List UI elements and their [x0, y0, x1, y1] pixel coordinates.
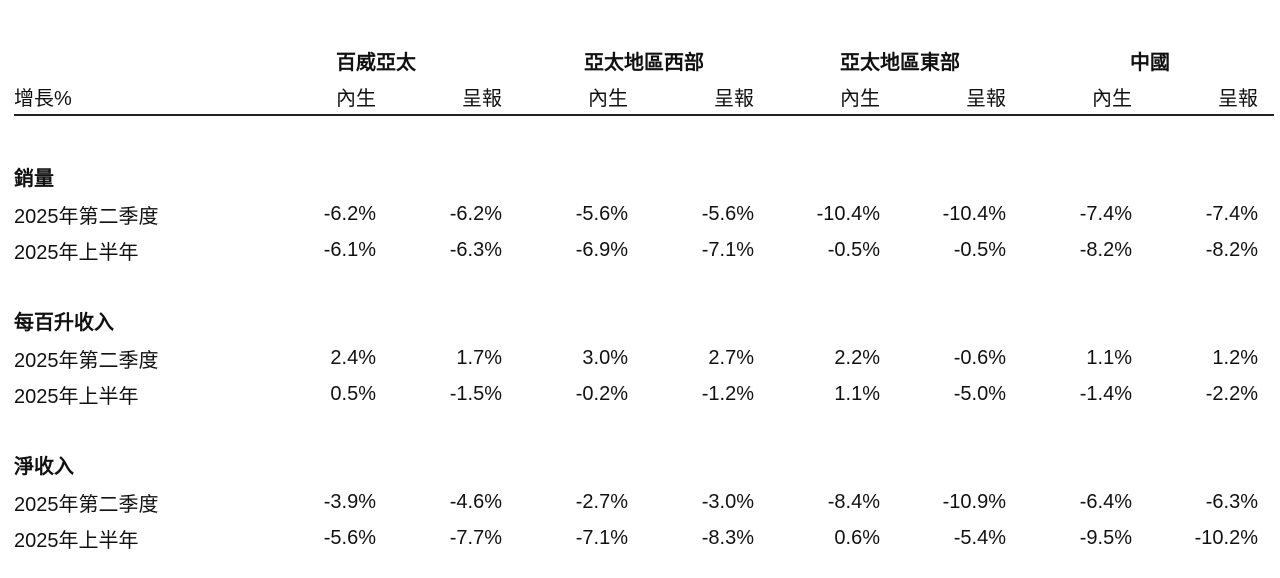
table-row: 2025年第二季度 -6.2% -6.2% -5.6% -5.6% -10.4%… [14, 196, 1274, 232]
table-cell: -0.6% [953, 346, 1006, 369]
table-cell: -10.2% [1194, 526, 1258, 549]
table-row: 2025年上半年 -5.6% -7.7% -7.1% -8.3% 0.6% -5… [14, 520, 1274, 556]
table-cell: -7.7% [449, 526, 502, 549]
table-cell: -7.4% [1079, 202, 1132, 225]
sub-header-row: 增長% 內生 呈報 內生 呈報 內生 呈報 內生 呈報 [14, 79, 1274, 113]
table-cell: 2.2% [834, 346, 880, 369]
table-cell: -0.2% [575, 382, 628, 405]
table-cell: -6.3% [1205, 490, 1258, 513]
row-label-header: 增長% [14, 87, 72, 110]
group-header-row: 百威亞太 亞太地區西部 亞太地區東部 中國 [14, 44, 1274, 76]
section-title-volume: 銷量 [14, 167, 54, 190]
table-cell: -3.0% [701, 490, 754, 513]
table-cell: 3.0% [582, 346, 628, 369]
table-cell: 1.1% [834, 382, 880, 405]
subheader-organic: 內生 [336, 87, 376, 110]
table-cell: -6.2% [449, 202, 502, 225]
table-cell: -5.6% [575, 202, 628, 225]
table-row: 2025年上半年 -6.1% -6.3% -6.9% -7.1% -0.5% -… [14, 232, 1274, 268]
table-cell: -6.9% [575, 238, 628, 261]
table-cell: -10.4% [816, 202, 880, 225]
table-cell: -8.2% [1205, 238, 1258, 261]
table-cell: -5.6% [323, 526, 376, 549]
table-cell: -10.4% [942, 202, 1006, 225]
table-cell: -5.4% [953, 526, 1006, 549]
table-cell: -6.3% [449, 238, 502, 261]
table-cell: -6.1% [323, 238, 376, 261]
table-cell: -0.5% [953, 238, 1006, 261]
row-label: 2025年上半年 [14, 385, 139, 408]
row-label: 2025年第二季度 [14, 349, 159, 372]
table-row: 2025年第二季度 -3.9% -4.6% -2.7% -3.0% -8.4% … [14, 484, 1274, 520]
group-title-apac-east: 亞太地區東部 [840, 51, 960, 74]
table-cell: -2.7% [575, 490, 628, 513]
table-cell: -6.4% [1079, 490, 1132, 513]
table-cell: 1.7% [456, 346, 502, 369]
table-cell: 2.7% [708, 346, 754, 369]
row-label: 2025年第二季度 [14, 493, 159, 516]
section-title-revenue-per-hl: 每百升收入 [14, 311, 114, 334]
table-cell: -3.9% [323, 490, 376, 513]
row-label: 2025年上半年 [14, 241, 139, 264]
group-title-apac-west: 亞太地區西部 [584, 51, 704, 74]
table-cell: -8.2% [1079, 238, 1132, 261]
table-cell: 2.4% [330, 346, 376, 369]
subheader-organic: 內生 [1092, 87, 1132, 110]
row-label: 2025年第二季度 [14, 205, 159, 228]
subheader-organic: 內生 [588, 87, 628, 110]
table-cell: -2.2% [1205, 382, 1258, 405]
subheader-organic: 內生 [840, 87, 880, 110]
table-cell: -6.2% [323, 202, 376, 225]
header-divider [14, 114, 1274, 116]
subheader-reported: 呈報 [462, 87, 502, 110]
table-cell: -8.4% [827, 490, 880, 513]
table-cell: -1.4% [1079, 382, 1132, 405]
table-cell: 0.5% [330, 382, 376, 405]
table-cell: 1.1% [1086, 346, 1132, 369]
table-row: 2025年上半年 0.5% -1.5% -0.2% -1.2% 1.1% -5.… [14, 376, 1274, 412]
table-cell: -0.5% [827, 238, 880, 261]
section-title-net-revenue: 淨收入 [14, 455, 74, 478]
table-row: 2025年第二季度 2.4% 1.7% 3.0% 2.7% 2.2% -0.6%… [14, 340, 1274, 376]
table-cell: -1.2% [701, 382, 754, 405]
subheader-reported: 呈報 [966, 87, 1006, 110]
group-title-china: 中國 [1130, 51, 1170, 74]
table-cell: -9.5% [1079, 526, 1132, 549]
table-cell: -5.6% [701, 202, 754, 225]
subheader-reported: 呈報 [1218, 87, 1258, 110]
row-label: 2025年上半年 [14, 529, 139, 552]
table-cell: -1.5% [449, 382, 502, 405]
table-cell: -7.1% [575, 526, 628, 549]
group-title-bud-apac: 百威亞太 [336, 51, 416, 74]
table-cell: 1.2% [1212, 346, 1258, 369]
table-cell: -7.4% [1205, 202, 1258, 225]
table-cell: -5.0% [953, 382, 1006, 405]
subheader-reported: 呈報 [714, 87, 754, 110]
table-cell: -8.3% [701, 526, 754, 549]
table-cell: 0.6% [834, 526, 880, 549]
table-cell: -4.6% [449, 490, 502, 513]
table-cell: -10.9% [942, 490, 1006, 513]
table-cell: -7.1% [701, 238, 754, 261]
